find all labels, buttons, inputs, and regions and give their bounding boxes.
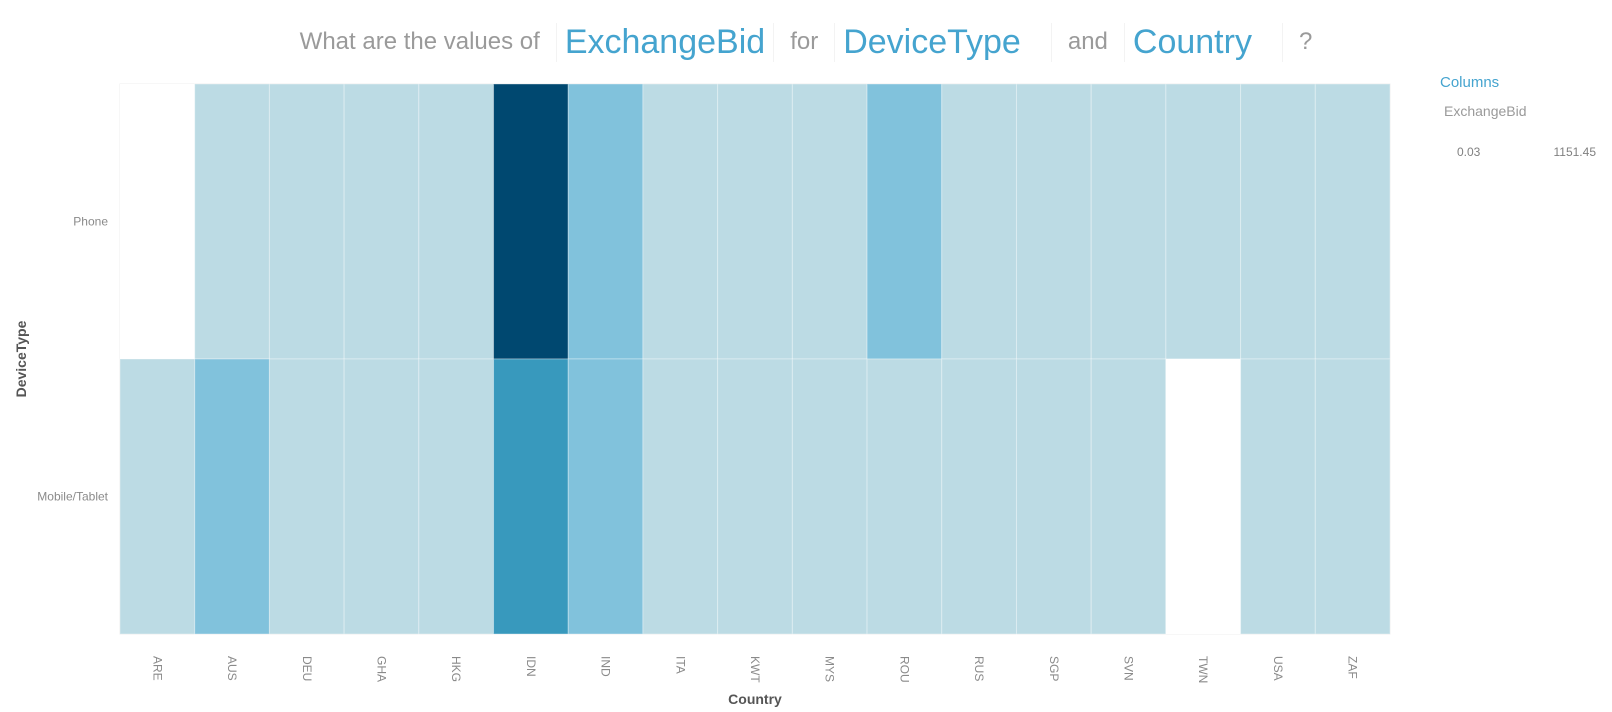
heatmap-cell-sgp-phone[interactable] — [1015, 83, 1092, 360]
heatmap-cell-gha-phone[interactable] — [343, 83, 420, 360]
heatmap-cell-deu-phone[interactable] — [268, 83, 345, 360]
heatmap-cell-kwt-mobile-tablet[interactable] — [717, 358, 793, 635]
heatmap-chart: Phone Mobile/Tablet ARE AUS DEU GHA HKG IDN IND I… — [13, 83, 1391, 707]
heatmap-cell-aus-phone[interactable] — [194, 83, 270, 360]
x-tick-label: ROU — [897, 656, 911, 683]
question-mark: ? — [1298, 28, 1313, 55]
x-tick-label: TWN — [1196, 656, 1210, 683]
x-tick-label: IDN — [524, 656, 538, 677]
x-tick-label: AUS — [225, 656, 239, 681]
heatmap-cell-rus-mobile-tablet[interactable] — [941, 358, 1017, 635]
heatmap-cell-zaf-phone[interactable] — [1314, 83, 1391, 360]
legend-range: 0.03 1151.45 — [1440, 145, 1610, 161]
heatmap-cell-hkg-mobile-tablet[interactable] — [418, 358, 495, 635]
x-tick-label: IND — [599, 656, 613, 677]
x-tick-label: SVN — [1122, 656, 1136, 681]
legend-measure: ExchangeBid — [1444, 103, 1527, 119]
x-tick-label: KWT — [748, 656, 762, 683]
heatmap-cell-aus-mobile-tablet[interactable] — [194, 358, 270, 635]
heatmap-cell-are-phone[interactable] — [119, 83, 196, 360]
heatmap-cell-hkg-phone[interactable] — [418, 83, 495, 360]
color-legend: Columns ExchangeBid 0.03 1151.45 — [1440, 74, 1610, 161]
legend-max-label: 1151.45 — [1553, 145, 1597, 159]
heatmap-cell-mys-mobile-tablet[interactable] — [791, 358, 868, 635]
heatmap-cell-ita-mobile-tablet[interactable] — [642, 358, 719, 635]
legend-min-label: 0.03 — [1457, 145, 1481, 159]
chart-question: What are the values of ExchangeBid for D… — [0, 12, 1612, 72]
heatmap-cell-rus-phone[interactable] — [941, 83, 1017, 360]
x-tick-label: ZAF — [1346, 656, 1360, 679]
legend-title[interactable]: Columns — [1440, 74, 1500, 91]
heatmap-cell-kwt-phone[interactable] — [717, 83, 793, 360]
x-tick-label: ITA — [673, 656, 687, 674]
y-tick-label: Mobile/Tablet — [37, 490, 108, 504]
heatmap-cell-twn-mobile-tablet[interactable] — [1165, 358, 1242, 635]
country-field-chip[interactable]: Country — [1123, 22, 1283, 62]
heatmap-cell-mys-phone[interactable] — [791, 83, 868, 360]
heatmap-cell-are-mobile-tablet[interactable] — [119, 358, 196, 635]
x-tick-label: DEU — [300, 656, 314, 681]
heatmap-cell-ita-phone[interactable] — [642, 83, 719, 360]
heatmap-cell-sgp-mobile-tablet[interactable] — [1015, 358, 1092, 635]
x-tick-label: SGP — [1047, 656, 1061, 681]
heatmap-cell-idn-phone[interactable] — [493, 83, 569, 360]
x-tick-label: HKG — [449, 656, 463, 682]
heatmap-cell-ind-mobile-tablet[interactable] — [567, 358, 644, 635]
heatmap-cell-usa-phone[interactable] — [1240, 83, 1316, 360]
measure-field-chip[interactable]: ExchangeBid — [555, 22, 775, 62]
x-tick-label: ARE — [150, 656, 164, 681]
x-tick-label: GHA — [374, 656, 388, 682]
heatmap-cell-usa-mobile-tablet[interactable] — [1240, 358, 1316, 635]
heatmap-cell-svn-mobile-tablet[interactable] — [1090, 358, 1167, 635]
heatmap-cell-ind-phone[interactable] — [567, 83, 644, 360]
question-prefix: What are the values of — [299, 28, 540, 55]
heatmap-cell-idn-mobile-tablet[interactable] — [493, 358, 569, 635]
heatmap-cell-zaf-mobile-tablet[interactable] — [1314, 358, 1391, 635]
heatmap-cell-rou-mobile-tablet[interactable] — [866, 358, 943, 635]
x-tick-label: MYS — [823, 656, 837, 682]
x-axis-title: Country — [728, 691, 782, 707]
y-axis-title: DeviceType — [13, 320, 29, 397]
heatmap-cell-svn-phone[interactable] — [1090, 83, 1167, 360]
x-tick-label: USA — [1271, 656, 1285, 681]
heatmap-cell-rou-phone[interactable] — [866, 83, 943, 360]
heatmap-cell-twn-phone[interactable] — [1165, 83, 1242, 360]
devicetype-field-chip[interactable]: DeviceType — [834, 22, 1052, 62]
x-tick-label: RUS — [972, 656, 986, 681]
heatmap-cell-deu-mobile-tablet[interactable] — [268, 358, 345, 635]
question-and: and — [1067, 28, 1108, 55]
y-tick-label: Phone — [73, 215, 108, 229]
question-for: for — [790, 28, 819, 55]
heatmap-cell-gha-mobile-tablet[interactable] — [343, 358, 420, 635]
